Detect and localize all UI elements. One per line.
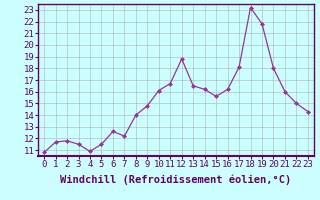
X-axis label: Windchill (Refroidissement éolien,°C): Windchill (Refroidissement éolien,°C) bbox=[60, 175, 292, 185]
